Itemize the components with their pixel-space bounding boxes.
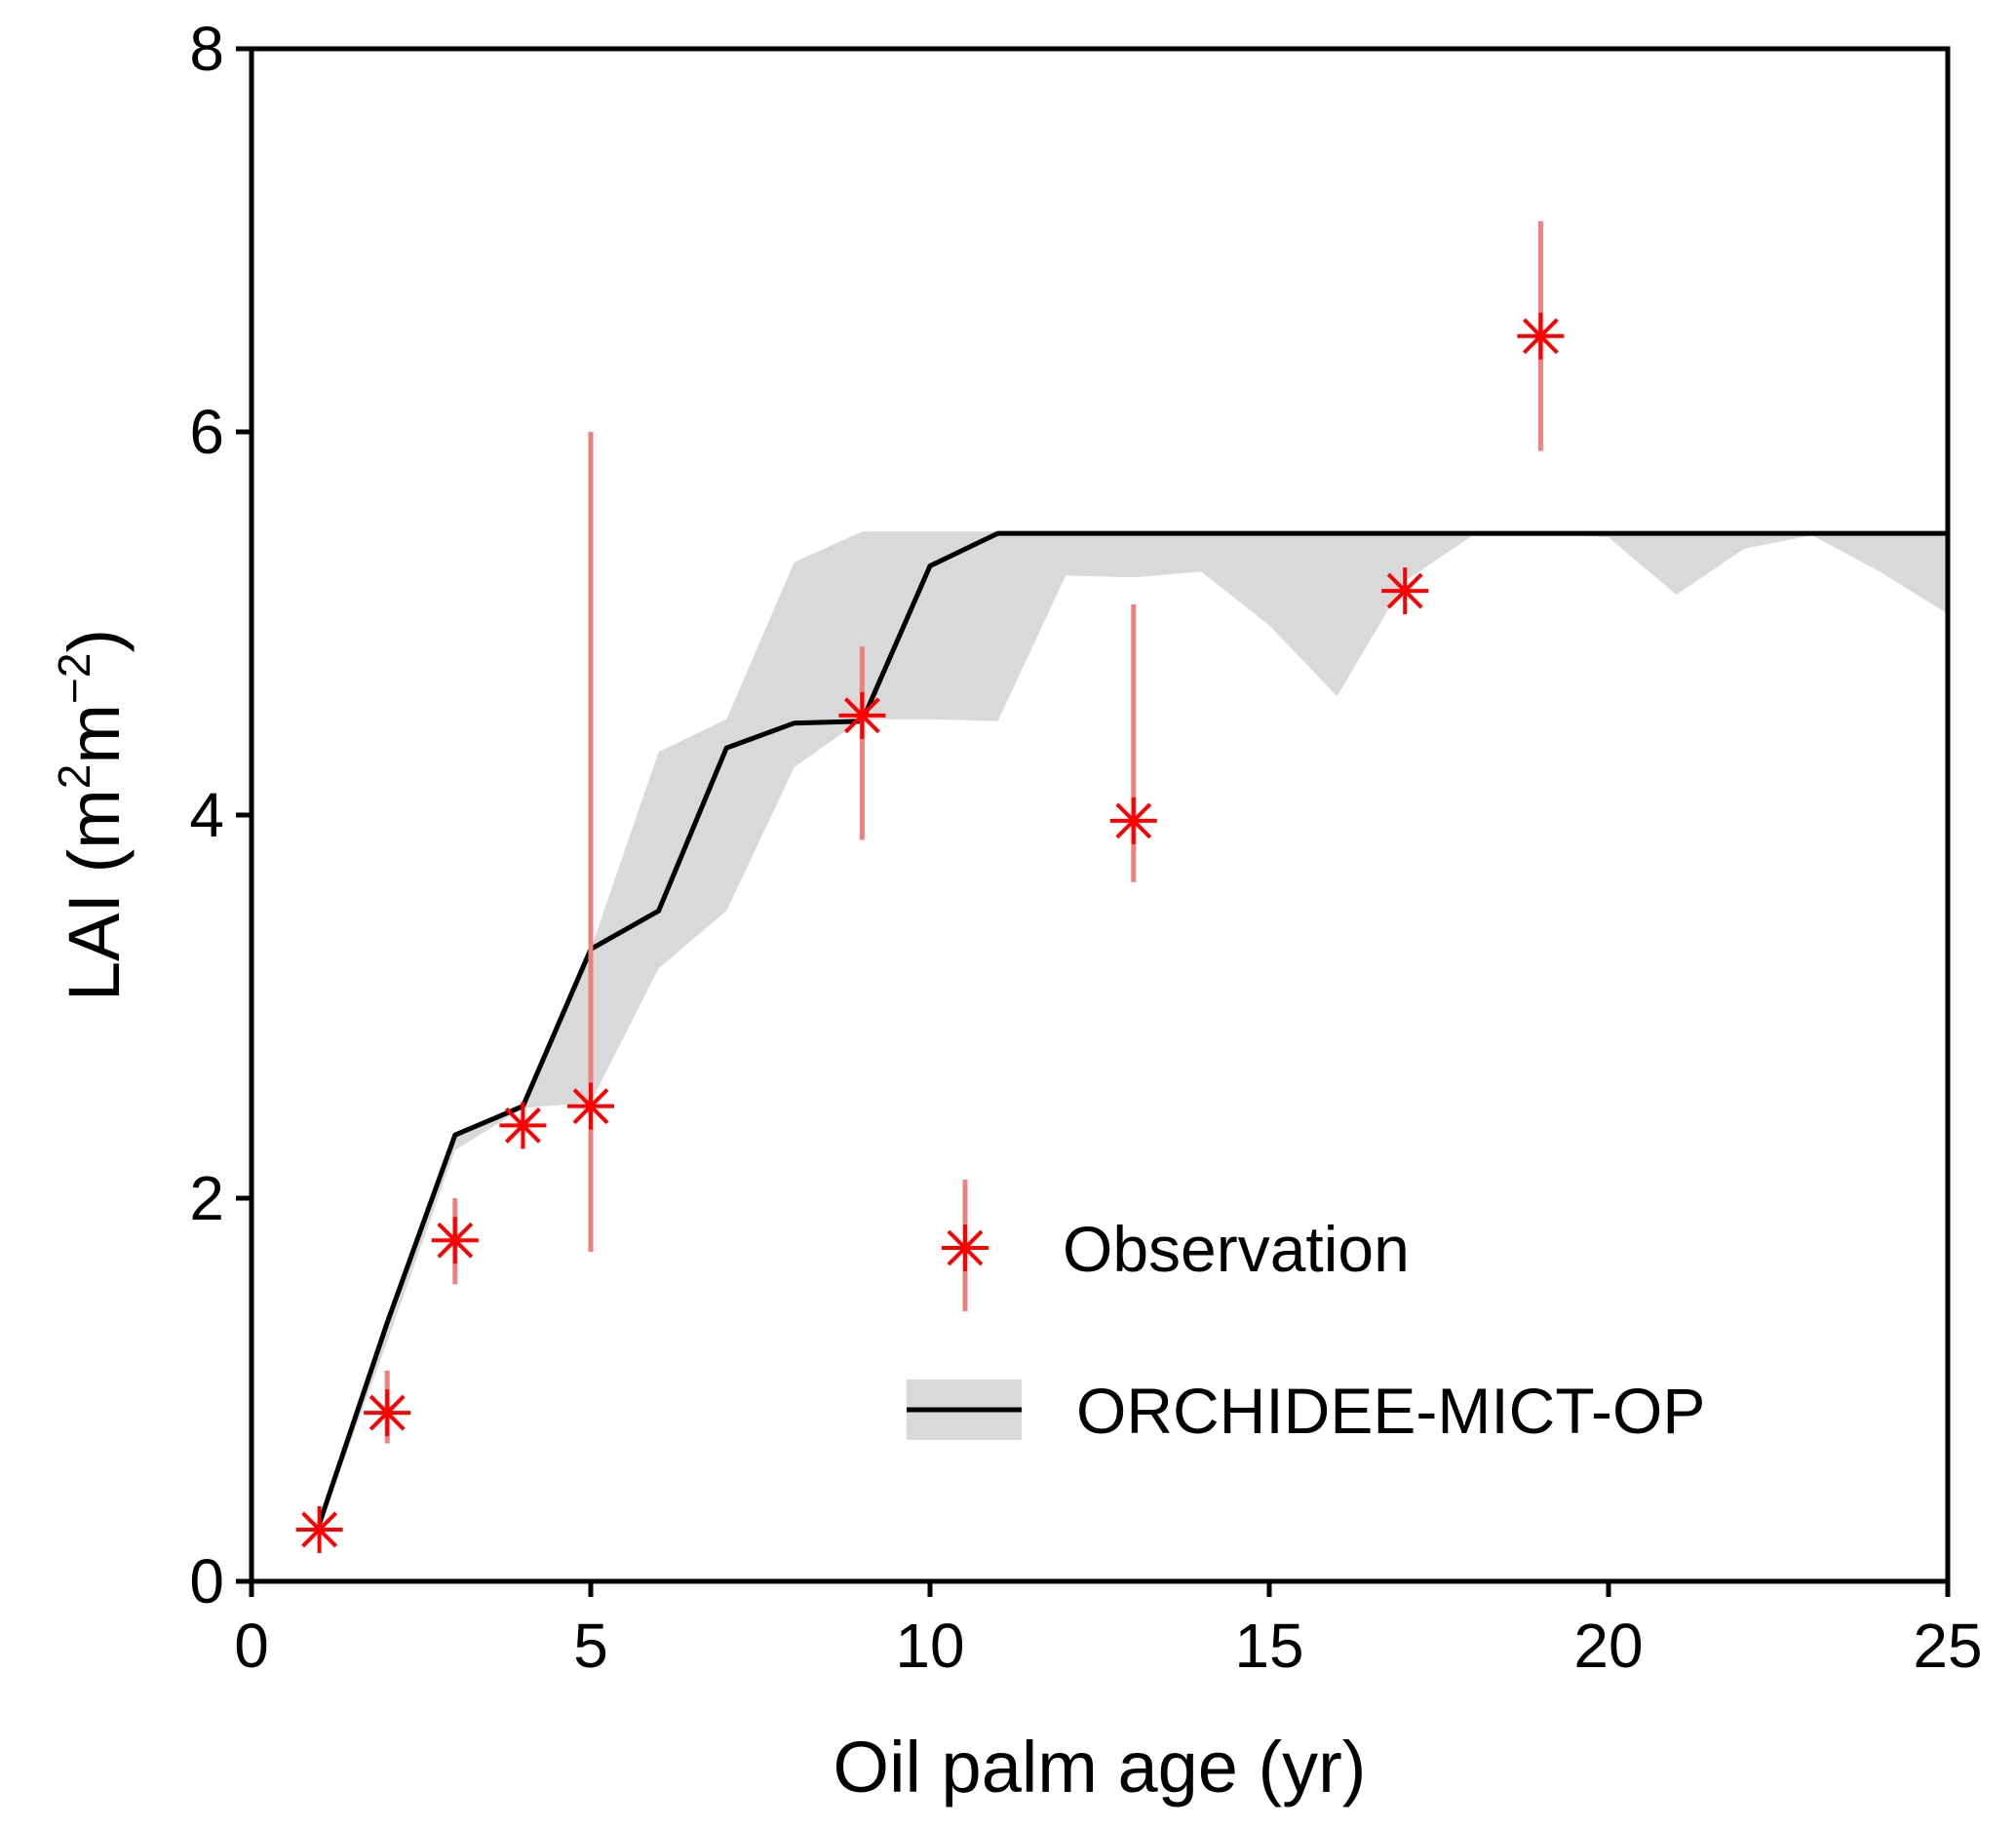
observation-point	[364, 1389, 411, 1437]
y-tick-label: 4	[189, 780, 224, 850]
legend-label-model: ORCHIDEE-MICT-OP	[1076, 1375, 1705, 1447]
x-tick-label: 20	[1573, 1611, 1643, 1681]
observation-point	[1109, 797, 1157, 844]
observation-point	[295, 1505, 343, 1553]
legend-label-observation: Observation	[1063, 1213, 1410, 1285]
legend: Observation ORCHIDEE-MICT-OP	[907, 1180, 1705, 1447]
y-axis-title-sup2: −2	[49, 653, 99, 704]
y-tick-label: 6	[189, 397, 224, 467]
observation-point	[499, 1102, 547, 1149]
observation-point	[431, 1217, 479, 1264]
legend-observation-marker	[942, 1224, 989, 1271]
plot-frame	[249, 46, 1951, 1584]
y-axis-title: LAI (m2m−2)	[49, 629, 135, 1001]
x-axis: 0 5 10 15 20 25	[234, 1581, 1983, 1681]
y-tick-label: 2	[189, 1163, 224, 1233]
observation-layer	[295, 220, 1565, 1553]
y-axis-title-suffix: )	[54, 629, 135, 653]
observation-point	[1381, 567, 1429, 615]
x-tick-label: 0	[234, 1611, 269, 1681]
observation-point	[1517, 312, 1565, 360]
model-range-band-layer	[319, 531, 1949, 1528]
x-tick-label: 15	[1234, 1611, 1303, 1681]
y-axis-title-sup1: 2	[49, 764, 99, 790]
observation-point	[838, 691, 886, 739]
y-tick-label: 0	[189, 1546, 224, 1616]
x-axis-title: Oil palm age (yr)	[834, 1727, 1367, 1808]
y-axis-title-middle: m	[54, 704, 135, 764]
x-tick-label: 10	[895, 1611, 964, 1681]
observation-point	[567, 1082, 614, 1130]
y-axis: 0 2 4 6 8	[189, 14, 252, 1616]
x-tick-label: 5	[573, 1611, 608, 1681]
x-tick-label: 25	[1913, 1611, 1982, 1681]
y-axis-title-prefix: LAI (m	[54, 789, 135, 1001]
model-range-band	[319, 531, 1949, 1528]
y-tick-label: 8	[189, 14, 224, 84]
